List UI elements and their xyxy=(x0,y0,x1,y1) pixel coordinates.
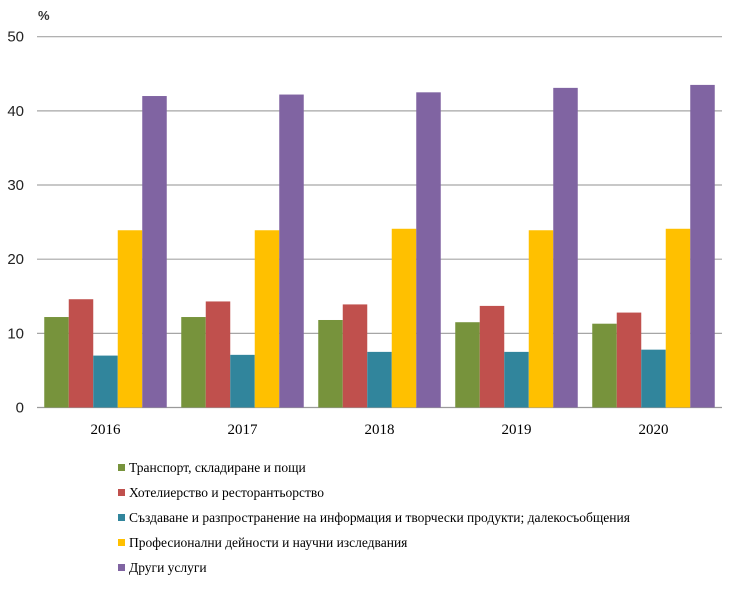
x-tick-label: 2017 xyxy=(228,422,259,438)
y-tick-label: 20 xyxy=(7,251,24,268)
bar-2020-series-2 xyxy=(616,312,642,408)
bar-2020-series-4 xyxy=(665,228,691,408)
y-tick-label: 50 xyxy=(7,29,24,46)
legend-swatch-icon xyxy=(118,539,125,546)
legend-label: Създаване и разпространение на информаци… xyxy=(129,509,630,525)
bar-2017-series-3 xyxy=(230,354,255,408)
legend-label: Професионални дейности и научни изследва… xyxy=(129,534,408,550)
bar-2017-series-4 xyxy=(254,230,280,408)
bar-2018-series-3 xyxy=(367,351,392,408)
bar-2018-series-2 xyxy=(342,304,368,408)
bar-2019-series-2 xyxy=(479,305,505,408)
legend-item: Професионални дейности и научни изследва… xyxy=(118,530,630,555)
bar-2016-series-5 xyxy=(142,96,167,408)
legend-item: Транспорт, складиране и пощи xyxy=(118,455,630,480)
bar-2019-series-1 xyxy=(455,322,480,408)
y-tick-label: 40 xyxy=(7,103,24,120)
bar-2020-series-5 xyxy=(690,84,715,408)
bar-2018-series-5 xyxy=(416,92,441,408)
legend-swatch-icon xyxy=(118,489,125,496)
bar-chart: 0 10 20 30 40 50 2016 2017 2018 2019 2020 xyxy=(7,29,722,438)
x-tick-label: 2020 xyxy=(639,422,669,438)
legend: Транспорт, складиране и пощи Хотелиерство… xyxy=(118,455,630,580)
legend-label: Транспорт, складиране и пощи xyxy=(129,459,306,475)
legend-swatch-icon xyxy=(118,514,125,521)
bar-2019-series-4 xyxy=(528,230,554,408)
bar-2016-series-1 xyxy=(44,317,69,408)
y-axis-unit-label: % xyxy=(38,8,50,23)
bar-2017-series-5 xyxy=(279,94,304,408)
bar-2016-series-2 xyxy=(68,299,94,408)
bar-2020-series-3 xyxy=(641,349,666,408)
legend-item: Други услуги xyxy=(118,555,630,580)
bar-2016-series-4 xyxy=(117,230,143,408)
legend-label: Хотелиерство и ресторантьорство xyxy=(129,484,324,500)
bar-2017-series-1 xyxy=(181,317,206,408)
legend-item: Хотелиерство и ресторантьорство xyxy=(118,480,630,505)
bar-2019-series-5 xyxy=(553,87,578,408)
y-tick-label: 30 xyxy=(7,177,24,194)
bar-2019-series-3 xyxy=(504,351,529,408)
x-tick-label: 2016 xyxy=(91,422,122,438)
y-tick-label: 0 xyxy=(16,400,24,417)
bars xyxy=(44,84,715,408)
bar-2016-series-3 xyxy=(93,355,118,408)
bar-2018-series-1 xyxy=(318,319,343,408)
bar-2020-series-1 xyxy=(592,323,617,408)
bar-2018-series-4 xyxy=(391,228,417,408)
x-tick-label: 2019 xyxy=(502,422,532,438)
legend-swatch-icon xyxy=(118,464,125,471)
y-axis-ticks: 0 10 20 30 40 50 xyxy=(7,29,24,417)
x-tick-label: 2018 xyxy=(365,422,395,438)
x-axis-ticks: 2016 2017 2018 2019 2020 xyxy=(91,422,669,438)
legend-label: Други услуги xyxy=(129,559,207,575)
legend-swatch-icon xyxy=(118,564,125,571)
y-tick-label: 10 xyxy=(7,325,24,342)
legend-item: Създаване и разпространение на информаци… xyxy=(118,505,630,530)
bar-2017-series-2 xyxy=(205,301,231,408)
